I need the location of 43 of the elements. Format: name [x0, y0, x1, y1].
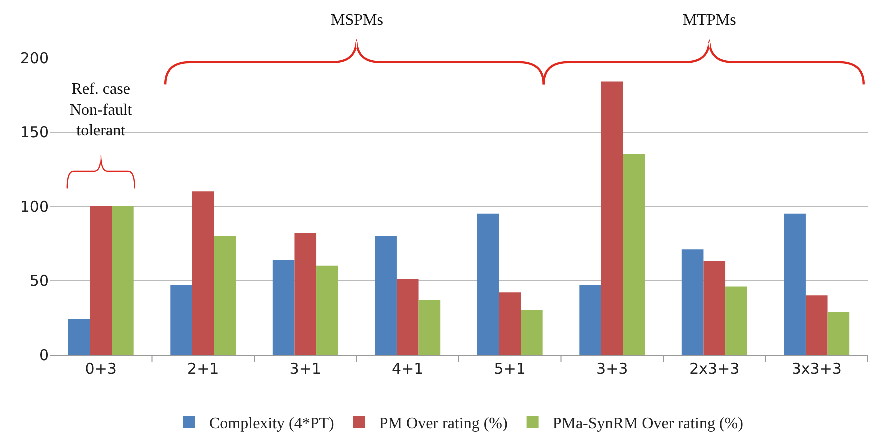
- x-tick-label: 3+1: [290, 360, 322, 378]
- bar: [375, 236, 397, 355]
- x-tick-label: 2x3+3: [690, 360, 740, 378]
- x-tick-label: 5+1: [494, 360, 526, 378]
- bar: [623, 154, 646, 355]
- y-tick-label: 0: [39, 346, 49, 364]
- x-tick-label: 4+1: [392, 360, 424, 378]
- bar: [521, 310, 543, 355]
- bar: [316, 266, 338, 355]
- bar: [192, 192, 214, 355]
- bar: [499, 292, 522, 355]
- text: MSPMs: [331, 12, 384, 29]
- bar: [477, 214, 500, 355]
- legend-label: PM Over rating (%): [379, 416, 508, 433]
- bar: [214, 236, 236, 355]
- bar: [726, 286, 748, 355]
- bar: [806, 296, 828, 355]
- bar: [704, 261, 726, 355]
- y-tick-label: 150: [20, 124, 49, 142]
- y-tick-label: 200: [20, 49, 49, 68]
- x-tick-label: 2+1: [188, 360, 220, 378]
- annotation: Ref. case Non-fault tolerant: [70, 81, 133, 140]
- bar: [90, 206, 112, 355]
- bar: [580, 285, 602, 355]
- bar: [828, 312, 850, 355]
- legend-label: Complexity (4*PT): [210, 416, 334, 433]
- bar: [294, 233, 317, 355]
- y-tick-label: 50: [30, 272, 49, 290]
- bar: [682, 250, 704, 355]
- x-tick-label: 3x3+3: [792, 360, 842, 378]
- legend-label: PMa-SynRM Over rating (%): [552, 416, 744, 433]
- x-tick-label: 0+3: [85, 360, 117, 378]
- bar: [68, 319, 90, 355]
- bar: [112, 206, 134, 355]
- x-tick-label: 3+3: [596, 360, 628, 378]
- bar: [784, 214, 806, 355]
- bar: [272, 260, 295, 355]
- y-tick-label: 100: [20, 198, 49, 216]
- bar: [396, 279, 419, 355]
- text: MTPMs: [683, 12, 736, 29]
- bar: [418, 300, 441, 355]
- bar: [170, 285, 192, 355]
- bar: [601, 82, 624, 355]
